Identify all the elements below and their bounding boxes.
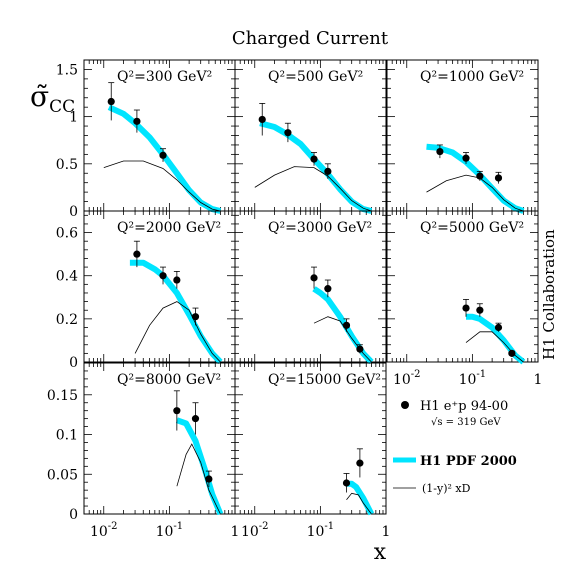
xd-curve [426, 174, 524, 212]
data-point [258, 115, 266, 124]
data-point [191, 313, 200, 321]
panel-label: Q²=500 GeV² [268, 69, 363, 85]
y-tick-label: 1.5 [56, 62, 78, 78]
y-tick-label: 1 [69, 110, 78, 126]
panel-label: Q²=3000 GeV² [268, 220, 372, 236]
data-point [508, 349, 516, 357]
panel-2: Q²=500 GeV² [234, 59, 387, 214]
pdf-band [426, 143, 525, 214]
panel-4: 0 0.2 0.4 0.6 Q²=2000 GeV² [56, 210, 236, 371]
panel-8: Q²=15000 GeV² [234, 362, 387, 516]
panel-label: Q²=1000 GeV² [420, 69, 524, 85]
y-tick-label: 0.15 [47, 388, 78, 404]
data-point [159, 151, 167, 159]
data-point [462, 154, 470, 162]
panel-7: 0 0.05 0.1 0.15 Q²=8000 GeV² [47, 362, 236, 523]
y-tick-label: 0.2 [56, 312, 78, 328]
data-point [159, 272, 167, 280]
data-point [324, 285, 332, 293]
pdf-band [175, 417, 224, 516]
chart-title: Charged Current [232, 28, 389, 49]
data-point [476, 306, 484, 314]
data-point [342, 479, 351, 487]
legend-pdf-label: H1 PDF 2000 [420, 454, 517, 469]
data-point [324, 167, 332, 175]
panel-6: Q²=5000 GeV² [386, 210, 539, 365]
y-axis-label: σ̃CC [30, 80, 75, 117]
data-point [494, 174, 503, 182]
legend: H1 e⁺p 94-00 √s = 319 GeV H1 PDF 2000 (1… [393, 399, 517, 495]
panel-label: Q²=2000 GeV² [117, 220, 221, 236]
x-tick-label: 10-2 [241, 521, 269, 540]
xd-curve [313, 316, 372, 363]
xd-curve [465, 331, 524, 363]
data-point [494, 323, 503, 332]
data-point [476, 172, 484, 180]
xd-curve [134, 301, 221, 363]
legend-data-sublabel: √s = 319 GeV [431, 417, 501, 428]
xd-curve [103, 160, 221, 212]
panel-5: Q²=3000 GeV² [234, 210, 387, 365]
x-tick-label: 10-1 [156, 521, 184, 540]
data-point [356, 345, 364, 353]
panel-1: 0 0.5 1 1.5 Q²=300 GeV² [56, 59, 236, 220]
x-tick-label: 1 [382, 524, 391, 540]
x-tick-label: 10-2 [90, 521, 118, 540]
data-point [107, 97, 115, 106]
data-point [133, 250, 141, 258]
y-tick-label: 0 [69, 355, 78, 371]
y-tick-label: 0.1 [56, 428, 78, 444]
y-tick-label: 0 [69, 204, 78, 220]
data-point [205, 475, 213, 483]
x-tick-label: 10-1 [307, 521, 335, 540]
y-tick-label: 0.5 [56, 157, 78, 173]
pdf-band [107, 104, 222, 214]
legend-xd-label: (1-y)² xD [422, 482, 471, 495]
x-tick-label: 1 [231, 524, 240, 540]
data-point [310, 155, 318, 163]
data-point [173, 407, 181, 415]
panel-label: Q²=5000 GeV² [420, 220, 524, 236]
data-point [356, 459, 364, 467]
panel-label: Q²=15000 GeV² [268, 372, 381, 388]
x-tick-label: 1 [534, 372, 543, 388]
x-tick-label: 10-1 [459, 369, 487, 388]
x-tick-label: 10-2 [393, 369, 421, 388]
panel-label: Q²=8000 GeV² [117, 372, 221, 388]
y-tick-label: 0.4 [56, 269, 78, 285]
pdf-band [259, 120, 373, 214]
legend-data-marker [401, 401, 409, 409]
xd-curve [346, 492, 372, 515]
legend-data-label: H1 e⁺p 94-00 [420, 399, 508, 414]
data-point [173, 276, 181, 284]
data-point [310, 274, 318, 282]
panel-label: Q²=300 GeV² [117, 69, 212, 85]
data-point [191, 415, 200, 423]
data-point [284, 129, 292, 137]
side-label: H1 Collaboration [540, 229, 558, 360]
data-point [436, 147, 444, 156]
xd-curve [176, 443, 221, 515]
x-axis-label: x [374, 540, 387, 565]
y-tick-label: 0.05 [47, 467, 78, 483]
data-point [342, 321, 351, 329]
y-tick-label: 0.6 [56, 226, 78, 242]
panel-grid: 0 0.5 1 1.5 Q²=300 GeV² Q²=500 GeV² Q²=1000 Ge… [47, 59, 543, 540]
panel-3: Q²=1000 GeV² [386, 59, 539, 214]
y-tick-label: 0 [69, 507, 78, 523]
data-point [133, 117, 141, 125]
data-point [462, 304, 470, 312]
